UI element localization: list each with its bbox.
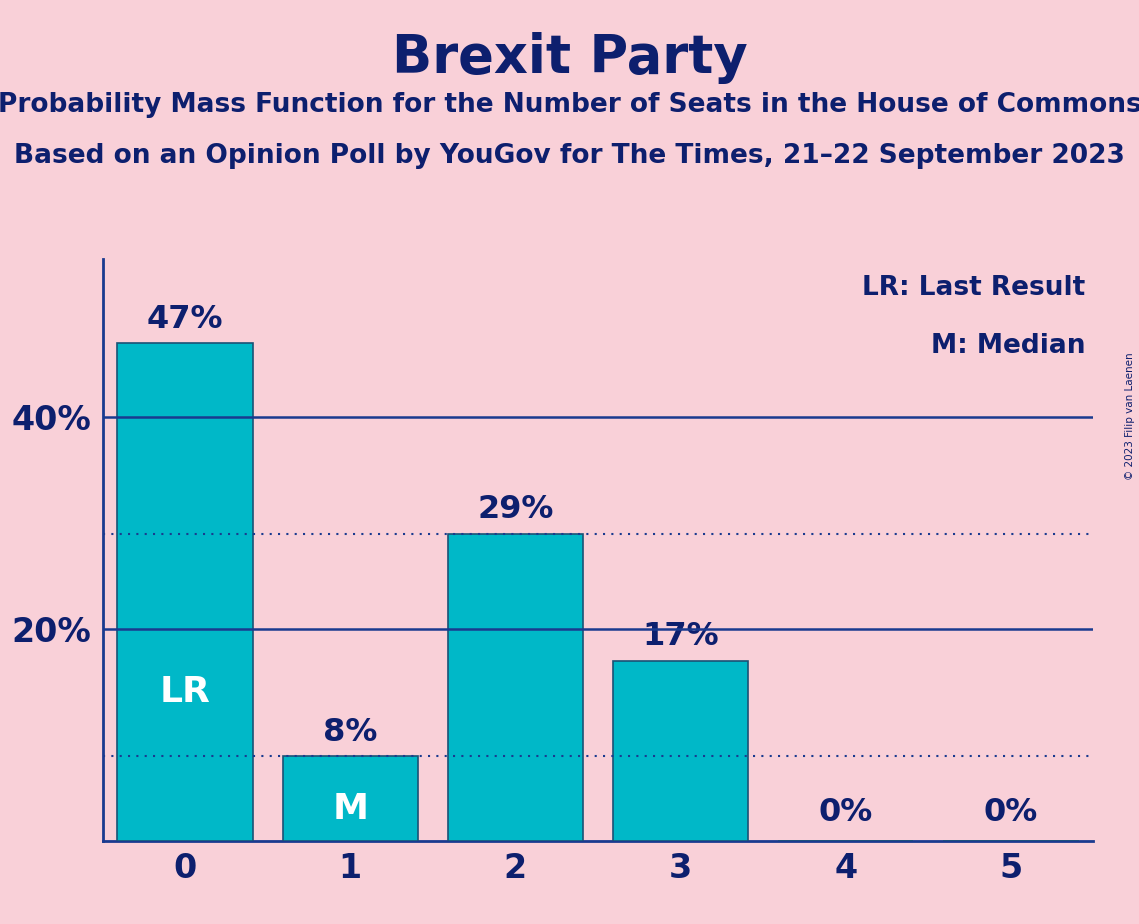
- Text: 29%: 29%: [477, 494, 554, 526]
- Text: LR: Last Result: LR: Last Result: [862, 274, 1085, 300]
- Text: Probability Mass Function for the Number of Seats in the House of Commons: Probability Mass Function for the Number…: [0, 92, 1139, 118]
- Text: 47%: 47%: [147, 304, 223, 334]
- Text: M: Median: M: Median: [931, 333, 1085, 359]
- Text: 0%: 0%: [984, 797, 1038, 828]
- Text: 8%: 8%: [323, 717, 377, 748]
- Bar: [613, 661, 748, 841]
- Text: © 2023 Filip van Laenen: © 2023 Filip van Laenen: [1125, 352, 1134, 480]
- Text: LR: LR: [159, 675, 211, 709]
- Text: 17%: 17%: [642, 622, 719, 652]
- Bar: [448, 534, 583, 841]
- Bar: [282, 756, 418, 841]
- Text: Based on an Opinion Poll by YouGov for The Times, 21–22 September 2023: Based on an Opinion Poll by YouGov for T…: [14, 143, 1125, 169]
- Text: Brexit Party: Brexit Party: [392, 32, 747, 84]
- Text: M: M: [333, 792, 368, 826]
- Text: 0%: 0%: [819, 797, 872, 828]
- Bar: [117, 344, 253, 841]
